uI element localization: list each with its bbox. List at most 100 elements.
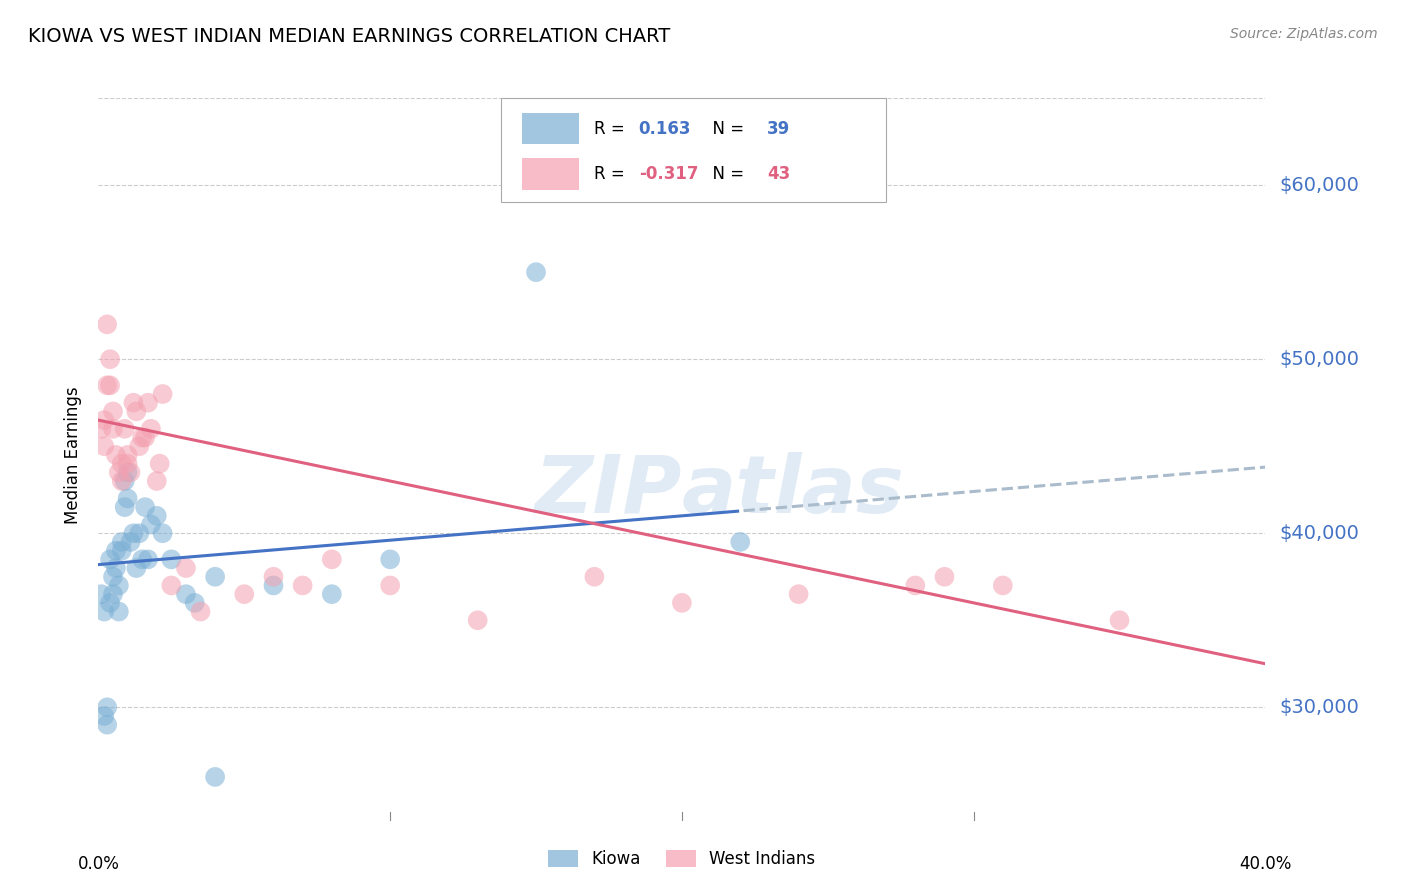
- Point: [93, 709, 115, 723]
- Point: [128, 439, 150, 453]
- Point: [204, 570, 226, 584]
- Point: [262, 578, 284, 592]
- Point: [1108, 613, 1130, 627]
- Point: [128, 526, 150, 541]
- Point: [378, 578, 402, 592]
- Point: [183, 596, 205, 610]
- Point: [98, 552, 121, 566]
- Point: [146, 474, 169, 488]
- Point: [93, 605, 115, 619]
- Point: [991, 578, 1014, 592]
- Point: [120, 466, 142, 480]
- Point: [104, 543, 127, 558]
- Text: Source: ZipAtlas.com: Source: ZipAtlas.com: [1230, 27, 1378, 41]
- Point: [98, 352, 121, 367]
- Point: [96, 717, 118, 731]
- Point: [125, 404, 148, 418]
- Text: N =: N =: [702, 165, 749, 183]
- Point: [114, 500, 136, 515]
- Y-axis label: Median Earnings: Median Earnings: [65, 386, 83, 524]
- Point: [101, 570, 124, 584]
- Text: 39: 39: [768, 120, 790, 137]
- Point: [233, 587, 256, 601]
- Text: R =: R =: [595, 165, 630, 183]
- Point: [149, 457, 172, 471]
- Point: [139, 517, 162, 532]
- Point: [117, 491, 139, 506]
- Point: [934, 570, 956, 584]
- Point: [152, 387, 174, 401]
- Point: [108, 466, 131, 480]
- Point: [131, 552, 153, 566]
- Text: 40.0%: 40.0%: [1239, 855, 1292, 873]
- Point: [146, 508, 169, 523]
- Point: [117, 448, 139, 462]
- Point: [321, 552, 343, 566]
- Point: [111, 535, 134, 549]
- Point: [108, 578, 131, 592]
- Point: [98, 596, 121, 610]
- Point: [139, 422, 162, 436]
- Point: [117, 457, 139, 471]
- Legend: Kiowa, West Indians: Kiowa, West Indians: [541, 843, 823, 875]
- Point: [152, 526, 174, 541]
- Point: [467, 613, 489, 627]
- Point: [787, 587, 810, 601]
- Point: [125, 561, 148, 575]
- Point: [101, 587, 124, 601]
- Text: $30,000: $30,000: [1279, 698, 1360, 717]
- Point: [104, 448, 127, 462]
- FancyBboxPatch shape: [501, 98, 886, 202]
- Point: [174, 587, 197, 601]
- Point: [120, 535, 142, 549]
- Point: [122, 395, 145, 409]
- Point: [90, 587, 112, 601]
- Point: [204, 770, 226, 784]
- Point: [160, 578, 183, 592]
- Point: [160, 552, 183, 566]
- Point: [111, 474, 134, 488]
- Point: [136, 552, 159, 566]
- Point: [321, 587, 343, 601]
- Point: [378, 552, 402, 566]
- Text: $50,000: $50,000: [1279, 350, 1360, 368]
- Point: [96, 378, 118, 392]
- Point: [174, 561, 197, 575]
- Point: [104, 561, 127, 575]
- Point: [136, 395, 159, 409]
- Point: [114, 422, 136, 436]
- Text: -0.317: -0.317: [638, 165, 699, 183]
- Text: R =: R =: [595, 120, 636, 137]
- Point: [101, 422, 124, 436]
- Text: 0.163: 0.163: [638, 120, 692, 137]
- Point: [134, 500, 156, 515]
- Point: [190, 605, 212, 619]
- FancyBboxPatch shape: [522, 158, 579, 190]
- FancyBboxPatch shape: [522, 113, 579, 145]
- Text: KIOWA VS WEST INDIAN MEDIAN EARNINGS CORRELATION CHART: KIOWA VS WEST INDIAN MEDIAN EARNINGS COR…: [28, 27, 671, 45]
- Text: $60,000: $60,000: [1279, 176, 1360, 194]
- Point: [111, 543, 134, 558]
- Point: [262, 570, 284, 584]
- Point: [93, 413, 115, 427]
- Text: ZIP: ZIP: [534, 451, 682, 530]
- Point: [524, 265, 547, 279]
- Point: [117, 466, 139, 480]
- Point: [131, 430, 153, 444]
- Point: [134, 430, 156, 444]
- Point: [904, 578, 927, 592]
- Point: [96, 700, 118, 714]
- Point: [728, 535, 751, 549]
- Point: [122, 526, 145, 541]
- Point: [98, 378, 121, 392]
- Text: 0.0%: 0.0%: [77, 855, 120, 873]
- Point: [101, 404, 124, 418]
- Point: [291, 578, 314, 592]
- Point: [108, 605, 131, 619]
- Point: [114, 474, 136, 488]
- Text: atlas: atlas: [682, 451, 904, 530]
- Point: [90, 422, 112, 436]
- Point: [111, 457, 134, 471]
- Text: N =: N =: [702, 120, 749, 137]
- Point: [583, 570, 606, 584]
